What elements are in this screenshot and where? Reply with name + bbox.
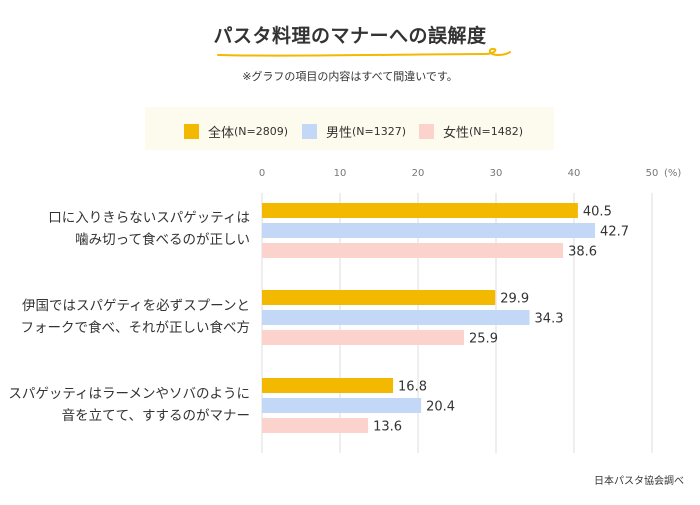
legend-label-female: 女性 — [443, 126, 470, 141]
data-label-all: 40.5 — [583, 205, 612, 220]
chart-note: ※グラフの項目の内容はすべて間違いです。 — [242, 70, 458, 83]
category-label-line: スパゲッティはラーメンやソバのように — [8, 386, 250, 402]
legend-label-all: 全体 — [208, 126, 235, 141]
bar-all — [262, 290, 496, 305]
data-label-male: 20.4 — [426, 400, 455, 415]
category-label-line: 口に入りきらないスパゲッティは — [48, 210, 250, 226]
legend-item-female: 女性 (N=1482) — [419, 122, 523, 141]
source-note: 日本パスタ協会調べ — [594, 476, 684, 487]
category-label-line: 音を立てて、すするのがマナー — [61, 408, 250, 424]
legend-label-male: 男性 — [326, 126, 353, 141]
title-underline — [217, 47, 511, 57]
bar-all — [262, 203, 578, 218]
legend-swatch-female — [419, 124, 434, 139]
legend: 全体 (N=2809) 男性 (N=1327) 女性 (N=1482) — [145, 107, 554, 150]
category-label: スパゲッティはラーメンやソバのように音を立てて、すするのがマナー — [0, 383, 250, 427]
category-label: 伊国ではスパゲティを必ずスプーンと フォークで食べ、それが正しい食べ方 — [0, 295, 251, 339]
category-label-line: 伊国ではスパゲティを必ずスプーンと — [21, 298, 250, 314]
x-tick-label: 10 — [334, 168, 347, 179]
x-tick-label: 20 — [412, 168, 425, 179]
data-label-all: 29.9 — [500, 292, 529, 307]
category-label-line: 噛み切って食べるのが正しい — [75, 232, 250, 248]
legend-swatch-male — [302, 124, 317, 139]
bar-female — [262, 330, 465, 345]
data-label-female: 38.6 — [568, 245, 597, 260]
x-tick-label: 50 — [646, 168, 659, 179]
data-label-male: 42.7 — [600, 225, 629, 240]
x-tick-label: 30 — [490, 168, 503, 179]
bar-male — [262, 398, 422, 413]
x-tick-label: 0 — [259, 168, 265, 179]
category-label: 口に入りきらないスパゲッティは噛み切って食べるのが正しい — [0, 207, 250, 251]
legend-item-male: 男性 (N=1327) — [302, 122, 406, 141]
legend-swatch-all — [184, 124, 199, 139]
x-unit-label: (%) — [664, 168, 681, 179]
data-label-female: 25.9 — [469, 332, 498, 347]
x-tick-label: 40 — [568, 168, 581, 179]
data-label-male: 34.3 — [535, 312, 564, 327]
legend-n-all: (N=2809) — [234, 125, 289, 138]
bar-male — [262, 310, 530, 325]
bar-all — [262, 378, 394, 393]
chart-title: パスタ料理のマナーへの誤解度 — [213, 25, 487, 47]
bar-female — [262, 418, 369, 433]
bar-chart: 0 10 20 30 40 50 (%) 40.5 42.738.6 29.9 34.3 25.9 16… — [259, 168, 681, 453]
legend-n-female: (N=1482) — [469, 125, 524, 138]
data-label-all: 16.8 — [398, 380, 427, 395]
legend-n-male: (N=1327) — [352, 125, 407, 138]
bar-female — [262, 243, 564, 258]
bar-male — [262, 223, 596, 238]
data-label-female: 13.6 — [373, 420, 402, 435]
legend-item-all: 全体 (N=2809) — [184, 122, 288, 141]
category-label-line: フォークで食べ、それが正しい食べ方 — [20, 320, 251, 336]
